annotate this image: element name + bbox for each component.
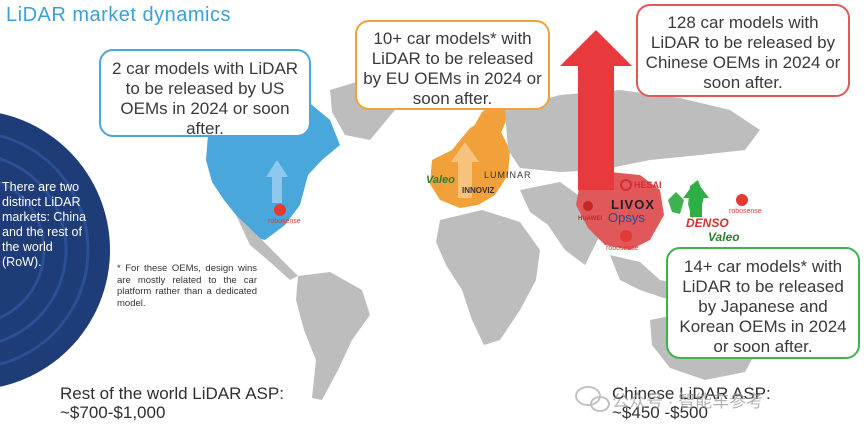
row-asp: Rest of the world LiDAR ASP: ~$700-$1,00… <box>60 384 330 422</box>
wechat-icon <box>575 386 610 412</box>
innoviz-logo: INNOVIZ <box>462 186 495 195</box>
africa-shape <box>436 210 540 345</box>
china-asp-value: ~$450 -$500 <box>612 403 708 422</box>
footnote: * For these OEMs, design wins are mostly… <box>117 263 257 309</box>
central-america-shape <box>236 215 298 280</box>
china-asp: Chinese LiDAR ASP: ~$450 -$500 <box>612 384 812 422</box>
eu-callout: 10+ car models* with LiDAR to be release… <box>355 20 550 110</box>
robosense-cn-icon <box>620 230 632 242</box>
china-shape <box>576 172 664 250</box>
robosense-us-logo: robosense <box>268 218 301 225</box>
china-asp-label: Chinese LiDAR ASP: <box>612 384 771 403</box>
us-arrow-icon <box>266 160 288 203</box>
valeo-eu-logo: Valeo <box>426 174 455 186</box>
livox-logo: LIVOX <box>611 197 656 212</box>
watermark: 公众号 · 智能车参考 <box>612 392 764 411</box>
luminar-logo: LUMINAR <box>484 170 532 180</box>
robosense-jp-icon <box>736 194 748 206</box>
sidebar-summary: There are two distinct LiDAR markets: Ch… <box>2 180 87 269</box>
sidebar-circle <box>0 113 110 387</box>
hesai-icon <box>620 179 632 191</box>
opsys-logo: Opsys <box>608 210 645 225</box>
huawei-icon <box>583 201 593 211</box>
row-asp-value: ~$700-$1,000 <box>60 403 166 422</box>
japan-korea-callout: 14+ car models* with LiDAR to be release… <box>666 247 860 359</box>
eu-arrow-icon <box>451 142 479 198</box>
china-callout: 128 car models with LiDAR to be released… <box>636 4 850 97</box>
row-asp-label: Rest of the world LiDAR ASP: <box>60 384 284 403</box>
us-callout: 2 car models with LiDAR to be released b… <box>99 49 311 138</box>
south-america-shape <box>296 272 370 400</box>
denso-logo: DENSO <box>686 216 729 230</box>
japan-korea-shape <box>668 192 684 214</box>
russia-shape <box>505 90 760 172</box>
china-arrow-icon <box>560 30 632 190</box>
robosense-us-icon <box>274 204 286 216</box>
huawei-logo: HUAWEI <box>578 216 602 222</box>
page-title: LiDAR market dynamics <box>6 4 232 26</box>
robosense-jp-logo: robosense <box>729 208 762 215</box>
japan-arrow-icon <box>683 181 709 217</box>
robosense-cn-logo: robosense <box>606 245 639 252</box>
hesai-logo: HESAI <box>634 180 662 190</box>
valeo-jp-logo: Valeo <box>708 230 740 244</box>
